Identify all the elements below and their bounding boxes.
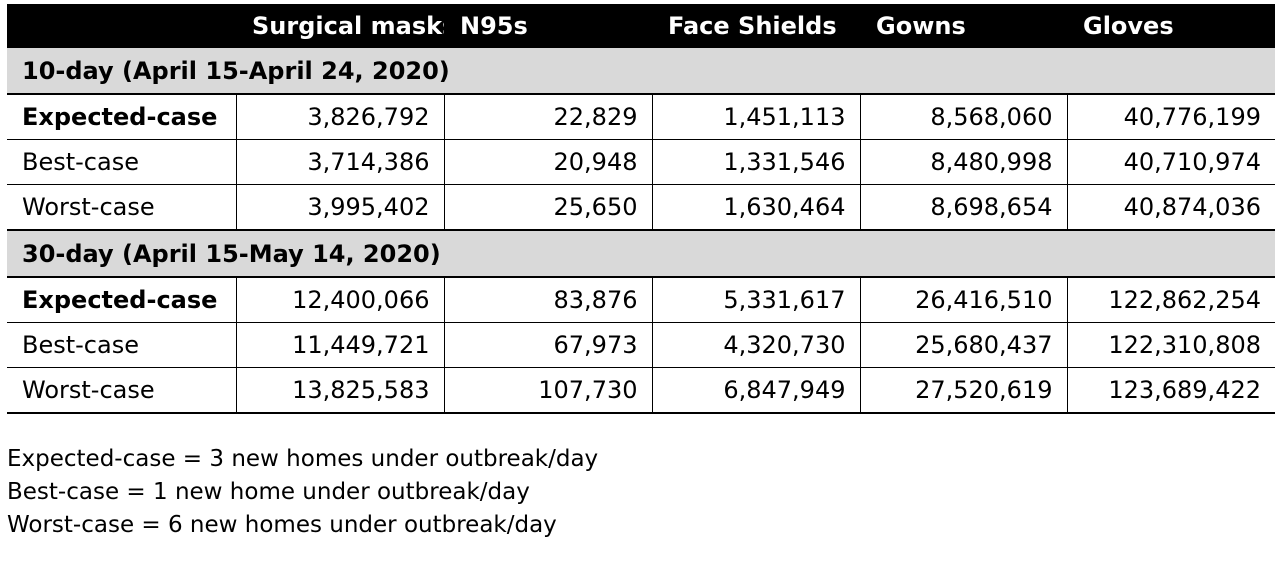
table-row: Best-case 3,714,386 20,948 1,331,546 8,4… (7, 139, 1275, 185)
column-header-n95s: N95s (444, 4, 652, 48)
row-label: Expected-case (7, 94, 237, 140)
cell-n95s: 22,829 (443, 94, 653, 140)
cell-n95s: 107,730 (443, 367, 653, 414)
row-label: Best-case (7, 322, 237, 368)
cell-gowns: 27,520,619 (859, 367, 1068, 414)
row-label: Worst-case (7, 184, 237, 231)
cell-face-shields: 1,630,464 (651, 184, 861, 231)
table-row: Expected-case 3,826,792 22,829 1,451,113… (7, 94, 1275, 140)
cell-gowns: 8,698,654 (859, 184, 1068, 231)
cell-n95s: 83,876 (443, 277, 653, 323)
cell-gowns: 8,568,060 (859, 94, 1068, 140)
cell-surgical-masks: 3,995,402 (235, 184, 445, 231)
cell-gowns: 8,480,998 (859, 139, 1068, 185)
cell-n95s: 25,650 (443, 184, 653, 231)
table-row: Best-case 11,449,721 67,973 4,320,730 25… (7, 322, 1275, 368)
cell-surgical-masks: 11,449,721 (235, 322, 445, 368)
cell-surgical-masks: 13,825,583 (235, 367, 445, 414)
legend-worst-case: Worst-case = 6 new homes under outbreak/… (7, 512, 557, 538)
cell-surgical-masks: 3,714,386 (235, 139, 445, 185)
section-title: 30-day (April 15-May 14, 2020) (7, 230, 1275, 278)
column-header-gloves: Gloves (1067, 4, 1275, 48)
cell-surgical-masks: 12,400,066 (235, 277, 445, 323)
cell-surgical-masks: 3,826,792 (235, 94, 445, 140)
cell-gloves: 40,874,036 (1066, 184, 1275, 231)
row-label: Worst-case (7, 367, 237, 414)
section-row-10-day: 10-day (April 15-April 24, 2020) (7, 48, 1275, 95)
cell-n95s: 67,973 (443, 322, 653, 368)
cell-gowns: 26,416,510 (859, 277, 1068, 323)
table-row: Worst-case 13,825,583 107,730 6,847,949 … (7, 367, 1275, 414)
column-header-face-shields: Face Shields (652, 4, 860, 48)
section-title: 10-day (April 15-April 24, 2020) (7, 48, 1275, 95)
header-row: Surgical masks N95s Face Shields Gowns G… (7, 4, 1275, 48)
cell-face-shields: 1,451,113 (651, 94, 861, 140)
cell-gloves: 40,710,974 (1066, 139, 1275, 185)
column-header-surgical-masks: Surgical masks (236, 4, 444, 48)
cell-gowns: 25,680,437 (859, 322, 1068, 368)
cell-face-shields: 6,847,949 (651, 367, 861, 414)
section-row-30-day: 30-day (April 15-May 14, 2020) (7, 230, 1275, 278)
ppe-projection-table: Surgical masks N95s Face Shields Gowns G… (7, 4, 1275, 414)
cell-face-shields: 5,331,617 (651, 277, 861, 323)
row-label: Expected-case (7, 277, 237, 323)
table-row: Worst-case 3,995,402 25,650 1,630,464 8,… (7, 184, 1275, 231)
cell-n95s: 20,948 (443, 139, 653, 185)
cell-face-shields: 1,331,546 (651, 139, 861, 185)
legend-expected-case: Expected-case = 3 new homes under outbre… (7, 446, 599, 472)
cell-gloves: 40,776,199 (1066, 94, 1275, 140)
table-row: Expected-case 12,400,066 83,876 5,331,61… (7, 277, 1275, 323)
row-label: Best-case (7, 139, 237, 185)
legend-best-case: Best-case = 1 new home under outbreak/da… (7, 479, 530, 505)
cell-gloves: 122,862,254 (1066, 277, 1275, 323)
cell-gloves: 122,310,808 (1066, 322, 1275, 368)
cell-face-shields: 4,320,730 (651, 322, 861, 368)
column-header-gowns: Gowns (860, 4, 1067, 48)
scenario-legend: Expected-case = 3 new homes under outbre… (7, 443, 598, 542)
column-header-label (7, 4, 236, 48)
cell-gloves: 123,689,422 (1066, 367, 1275, 414)
